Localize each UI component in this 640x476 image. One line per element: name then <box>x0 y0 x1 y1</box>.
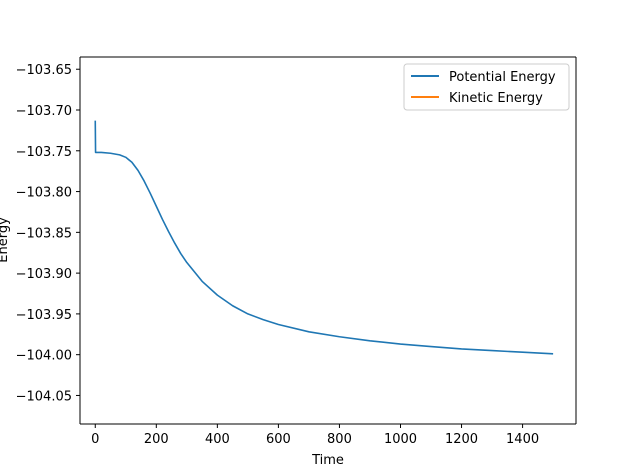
x-tick-label: 400 <box>205 432 230 447</box>
y-axis-label: Energy <box>0 217 11 263</box>
y-tick-label: −103.70 <box>16 104 72 119</box>
y-tick-label: −103.65 <box>16 63 72 78</box>
legend-kinetic-energy-label: Kinetic Energy <box>449 91 543 106</box>
x-axis-label: Time <box>311 453 344 468</box>
plot-area <box>80 57 576 424</box>
x-tick-label: 600 <box>266 432 291 447</box>
x-tick-label: 800 <box>327 432 352 447</box>
legend-box <box>403 63 570 111</box>
y-tick-label: −103.95 <box>16 308 72 323</box>
y-tick-label: −103.85 <box>16 226 72 241</box>
series-layer <box>94 120 554 355</box>
x-tick-label: 1000 <box>384 432 417 447</box>
y-tick-label: −103.80 <box>16 186 72 201</box>
y-tick-label: −104.05 <box>16 389 72 404</box>
x-tick-label: 0 <box>91 432 99 447</box>
y-tick-label: −103.90 <box>16 267 72 282</box>
series-line-potential-energy <box>94 120 554 355</box>
y-axis-ticks: −103.65 −103.70 −103.75 −103.80 −103.85 −103.… <box>16 63 80 404</box>
legend: Potential Energy Kinetic Energy <box>403 63 570 111</box>
plot-background <box>80 57 576 424</box>
y-tick-label: −104.00 <box>16 349 72 364</box>
x-axis-ticks: 0 200 400 600 800 1000 1200 1400 <box>91 424 539 447</box>
x-tick-label: 1400 <box>506 432 539 447</box>
x-tick-label: 200 <box>144 432 169 447</box>
axes-frame <box>79 56 577 425</box>
x-tick-label: 1200 <box>445 432 478 447</box>
y-tick-label: −103.75 <box>16 145 72 160</box>
legend-potential-energy-label: Potential Energy <box>449 70 556 85</box>
